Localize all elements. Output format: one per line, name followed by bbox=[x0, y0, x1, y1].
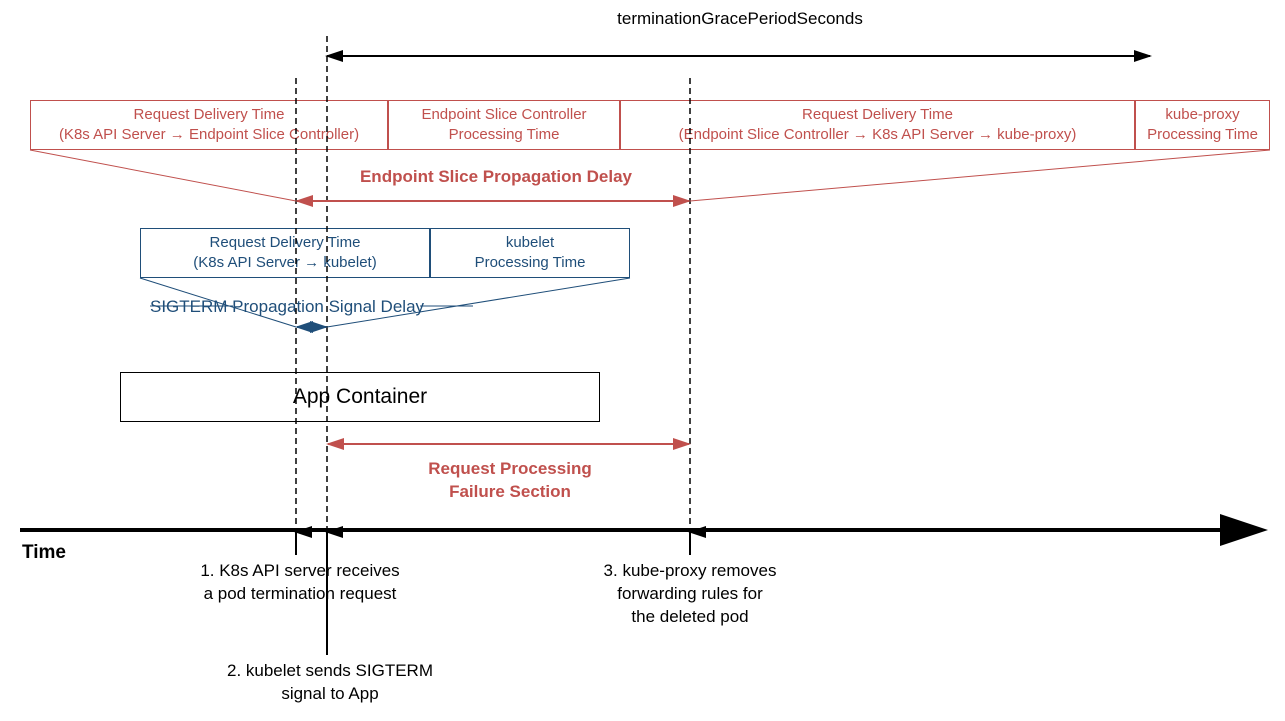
grace-period-label: terminationGracePeriodSeconds bbox=[560, 8, 920, 31]
time-axis-label: Time bbox=[22, 540, 66, 566]
event-1-l2: a pod termination request bbox=[160, 583, 440, 606]
red-box-2: Endpoint Slice Controller Processing Tim… bbox=[388, 100, 620, 150]
blue-box-2: kubelet Processing Time bbox=[430, 228, 630, 278]
blue-box-1: Request Delivery Time (K8s API Server → … bbox=[140, 228, 430, 278]
event-1-l1: 1. K8s API server receives bbox=[160, 560, 440, 583]
red-box-2-l2: Processing Time bbox=[421, 125, 586, 145]
request-failure-label: Request Processing Failure Section bbox=[400, 458, 620, 504]
request-failure-l1: Request Processing bbox=[400, 458, 620, 481]
event-3-l2: forwarding rules for bbox=[570, 583, 810, 606]
sigterm-delay-label: SIGTERM Propagation Signal Delay bbox=[150, 296, 450, 319]
red-box-3-l2: (Endpoint Slice Controller → K8s API Ser… bbox=[679, 125, 1077, 145]
red-funnel-right bbox=[690, 150, 1270, 201]
red-box-3: Request Delivery Time (Endpoint Slice Co… bbox=[620, 100, 1135, 150]
event-3-label: 3. kube-proxy removes forwarding rules f… bbox=[570, 560, 810, 629]
red-box-1-l1: Request Delivery Time bbox=[59, 105, 359, 125]
request-failure-l2: Failure Section bbox=[400, 481, 620, 504]
red-box-2-l1: Endpoint Slice Controller bbox=[421, 105, 586, 125]
event-2-l2: signal to App bbox=[200, 683, 460, 706]
blue-box-2-l2: Processing Time bbox=[475, 253, 586, 273]
event-1-label: 1. K8s API server receives a pod termina… bbox=[160, 560, 440, 606]
event-3-l1: 3. kube-proxy removes bbox=[570, 560, 810, 583]
event-2-l1: 2. kubelet sends SIGTERM bbox=[200, 660, 460, 683]
app-container-label: App Container bbox=[293, 383, 427, 411]
event-3-l3: the deleted pod bbox=[570, 606, 810, 629]
red-box-4-l2: Processing Time bbox=[1147, 125, 1258, 145]
blue-box-1-l1: Request Delivery Time bbox=[193, 233, 376, 253]
red-box-4-l1: kube-proxy bbox=[1147, 105, 1258, 125]
app-container-box: App Container bbox=[120, 372, 600, 422]
blue-box-1-l2: (K8s API Server → kubelet) bbox=[193, 253, 376, 273]
blue-box-2-l1: kubelet bbox=[475, 233, 586, 253]
red-box-1-l2: (K8s API Server → Endpoint Slice Control… bbox=[59, 125, 359, 145]
red-funnel-left bbox=[30, 150, 296, 201]
endpoint-slice-delay-label: Endpoint Slice Propagation Delay bbox=[336, 166, 656, 189]
event-2-label: 2. kubelet sends SIGTERM signal to App bbox=[200, 660, 460, 706]
red-box-4: kube-proxy Processing Time bbox=[1135, 100, 1270, 150]
red-box-1: Request Delivery Time (K8s API Server → … bbox=[30, 100, 388, 150]
red-box-3-l1: Request Delivery Time bbox=[679, 105, 1077, 125]
